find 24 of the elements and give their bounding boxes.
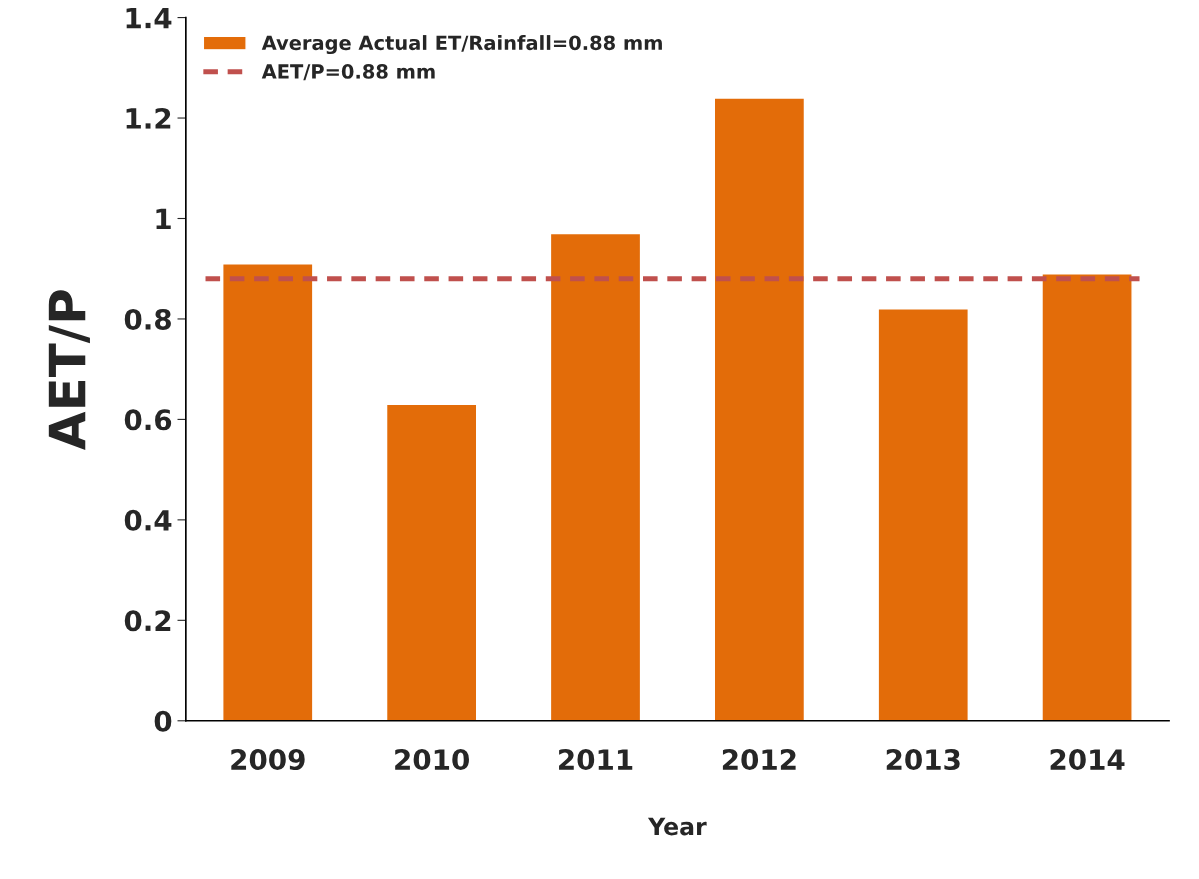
x-tick-label: 2012: [722, 749, 796, 771]
y-tick-label: 0.6: [124, 409, 172, 431]
x-tick-label: 2009: [231, 749, 305, 771]
x-tick-label: 2013: [886, 749, 960, 771]
bar: [222, 263, 314, 721]
y-tick-label: 1.4: [126, 7, 172, 29]
legend-label: AET/P=0.88 mm: [261, 64, 435, 81]
y-tick-label: 0: [154, 710, 172, 732]
bar: [877, 308, 969, 721]
bar: [385, 403, 478, 721]
x-tick-label: 2011: [559, 749, 633, 771]
y-tick-label: 0.4: [124, 509, 172, 531]
x-axis-title: Year: [647, 817, 707, 836]
y-tick-label: 0.2: [124, 610, 171, 632]
legend-label: Average Actual ET/Rainfall=0.88 mm: [261, 35, 662, 55]
bar: [1041, 273, 1133, 721]
bar: [713, 97, 806, 721]
y-tick-label: 0.8: [124, 308, 171, 330]
y-tick-label: 1: [156, 208, 171, 230]
y-tick-label: 1.2: [126, 107, 171, 129]
x-tick-label: 2010: [395, 749, 469, 771]
y-axis-title: AET/P: [48, 290, 90, 450]
bar: [549, 232, 642, 721]
x-tick-label: 2014: [1050, 749, 1125, 771]
